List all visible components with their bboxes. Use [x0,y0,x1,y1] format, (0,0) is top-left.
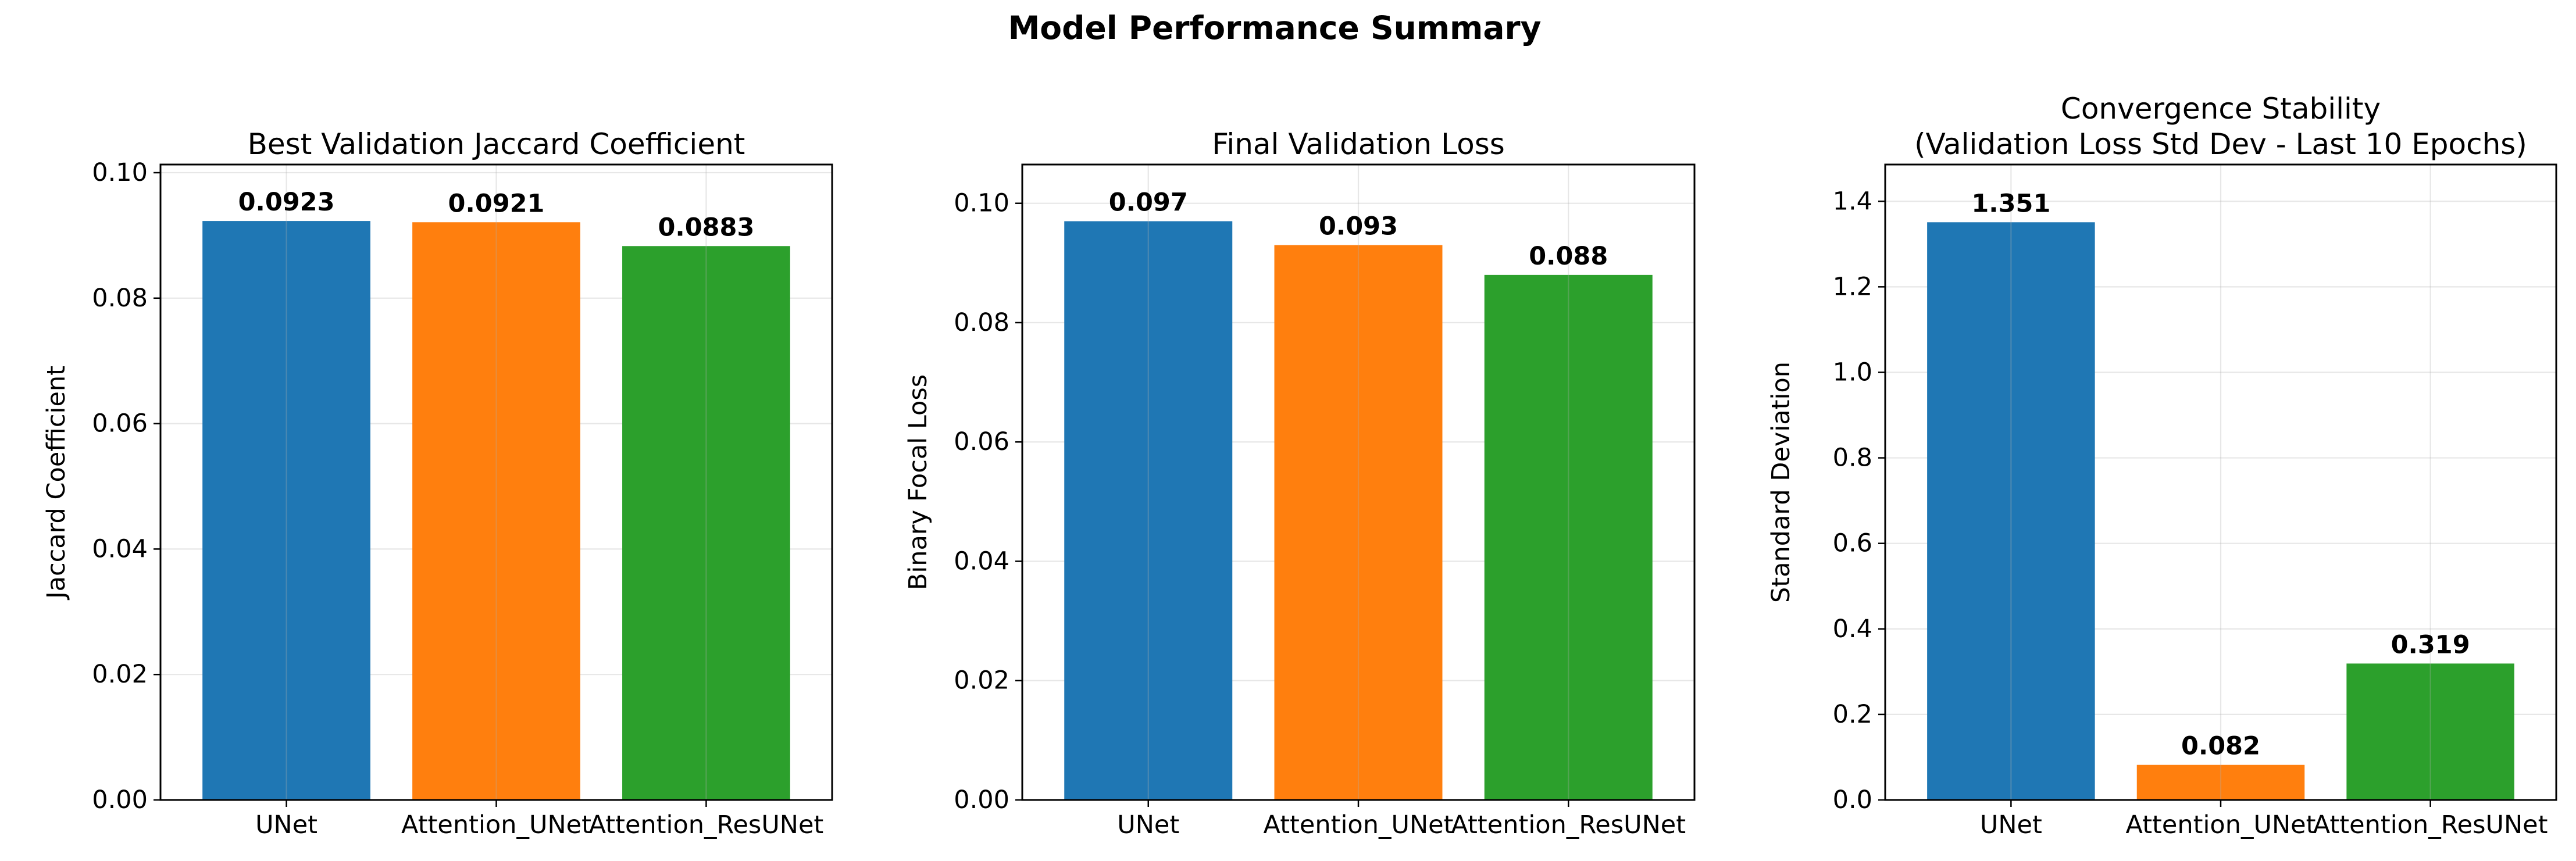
bar-attention-resunet [2346,663,2514,800]
bar-attention-unet [412,222,580,801]
y-tick-label: 0.10 [954,189,1009,218]
y-tick-label: 0.04 [954,546,1009,576]
y-tick-label: 0.2 [1833,700,1872,729]
y-tick-label: 0.08 [92,284,148,313]
bar-unet [202,221,370,800]
y-tick-label: 1.0 [1833,358,1872,387]
bar-value-label: 0.319 [2391,630,2470,659]
y-tick-label: 0.8 [1833,444,1872,473]
y-tick-label: 0.00 [92,785,148,814]
x-tick-label: Attention_ResUNet [1451,810,1686,839]
bar-attention-unet [1274,245,1443,800]
x-tick-label: Attention_UNet [401,810,591,839]
chart-title: Best Validation Jaccard Coefficient [248,127,745,161]
bar-value-label: 0.0883 [658,213,754,242]
bar-value-label: 0.0921 [448,189,545,218]
chart-panel-2: 0.097 0.093 0.088 0.00 0.02 0.04 0.06 0.08 0.10 U… [904,127,1696,839]
chart-title: Convergence Stability [2061,92,2381,126]
bar-value-label: 0.082 [2181,732,2260,761]
chart-panel-1: 0.0923 0.0921 0.0883 0.00 0.02 0.04 0.06 0.08 0.… [42,127,833,839]
x-tick-label: UNet [1980,810,2042,839]
bar-value-label: 0.0923 [238,188,335,217]
figure-suptitle: Model Performance Summary [1008,9,1542,47]
y-tick-label: 1.4 [1833,187,1872,216]
chart-title: (Validation Loss Std Dev - Last 10 Epoch… [1914,127,2527,161]
x-tick-label: Attention_ResUNet [589,810,824,839]
bar-value-label: 1.351 [1971,189,2050,218]
x-tick-label: Attention_ResUNet [2313,810,2548,839]
y-tick-label: 0.06 [954,427,1009,456]
y-tick-label: 0.4 [1833,615,1872,644]
y-tick-label: 0.04 [92,534,148,563]
y-tick-label: 0.10 [92,158,148,187]
bar-value-label: 0.097 [1109,188,1188,217]
y-axis-label: Jaccard Coefficient [42,366,71,601]
x-tick-label: UNet [255,810,317,839]
chart-title: Final Validation Loss [1212,127,1505,161]
y-tick-label: 0.6 [1833,529,1872,558]
y-tick-label: 0.08 [954,308,1009,337]
bar-attention-resunet [622,246,790,800]
bar-attention-resunet [1484,274,1653,800]
y-axis-label: Binary Focal Loss [904,374,933,590]
y-axis-label: Standard Deviation [1767,362,1796,603]
chart-panel-3: 1.351 0.082 0.319 0.0 0.2 0.4 0.6 0.8 1.0 1.2 1.4 U… [1767,92,2557,839]
bar-unet [1064,221,1233,800]
bar-unet [1927,222,2095,801]
y-tick-label: 1.2 [1833,272,1872,301]
x-tick-label: Attention_UNet [1264,810,1454,839]
bar-value-label: 0.093 [1319,212,1398,241]
y-tick-label: 0.00 [954,785,1009,814]
x-tick-label: Attention_UNet [2126,810,2316,839]
y-tick-label: 0.02 [92,660,148,689]
bar-value-label: 0.088 [1529,242,1608,271]
chart-panels: 0.0923 0.09210.08830.000.020.040.060.080.… [42,92,2557,839]
bar-attention-unet [2136,764,2305,800]
y-tick-label: 0.02 [954,666,1009,695]
x-tick-label: UNet [1117,810,1179,839]
y-tick-label: 0.0 [1833,785,1872,814]
y-tick-label: 0.06 [92,409,148,438]
